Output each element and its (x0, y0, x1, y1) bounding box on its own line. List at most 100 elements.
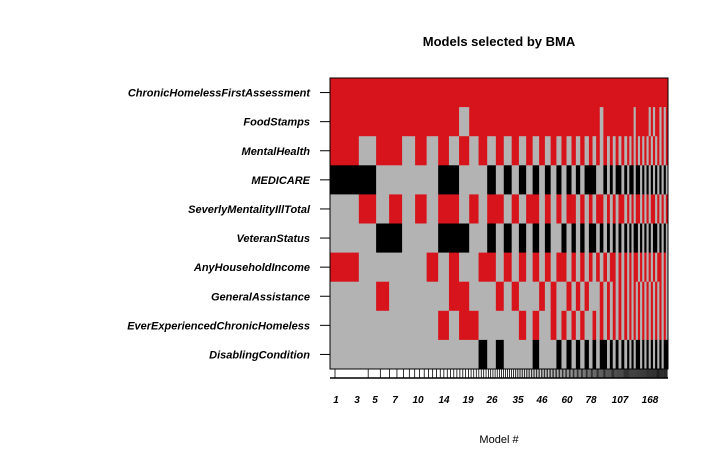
model-cell (556, 223, 562, 253)
model-cell (637, 310, 641, 341)
model-cell (655, 136, 658, 166)
model-cell (657, 194, 660, 224)
model-cell (615, 223, 619, 253)
model-cell (621, 223, 625, 253)
model-cell (518, 339, 527, 370)
model-cell (624, 165, 628, 195)
model-cell (588, 136, 593, 166)
model-cell (627, 339, 630, 370)
x-axis-label: Model # (479, 434, 519, 446)
model-cell (556, 165, 562, 195)
variable-label: MentalHealth (242, 146, 311, 158)
model-cell (459, 78, 470, 108)
model-cell (580, 310, 585, 341)
model-cell (665, 281, 669, 312)
model-cell (539, 165, 546, 195)
model-cell (478, 136, 488, 166)
model-cell (571, 136, 577, 166)
model-cell (358, 165, 377, 195)
model-cell (635, 281, 639, 312)
model-cell (650, 78, 654, 108)
model-cell (635, 310, 639, 341)
model-cell (648, 194, 652, 224)
model-cell (599, 136, 604, 166)
model-cell (652, 339, 656, 370)
model-cell (487, 78, 497, 108)
model-cell (426, 165, 439, 195)
model-cell (659, 252, 662, 283)
model-cell (575, 78, 581, 108)
model-cell (561, 107, 567, 137)
model-cell (657, 281, 660, 312)
model-cell (646, 223, 650, 253)
x-tick-label: 46 (535, 395, 548, 406)
model-cell (566, 78, 572, 108)
model-cell (603, 310, 608, 341)
model-cell (376, 252, 390, 283)
model-cell (511, 107, 520, 137)
model-cell (644, 165, 647, 195)
model-cell (389, 107, 403, 137)
model-cell (650, 281, 654, 312)
model-cell (550, 339, 557, 370)
model-cell (556, 136, 562, 166)
model-cell (532, 310, 540, 341)
model-cell (571, 165, 577, 195)
model-cell (665, 194, 669, 224)
model-cell (588, 281, 593, 312)
model-cell (615, 78, 619, 108)
model-cell (376, 281, 390, 312)
model-cell (621, 339, 625, 370)
model-cell (550, 223, 557, 253)
model-cell (539, 78, 546, 108)
model-cell (633, 78, 637, 108)
x-tick-label: 78 (585, 395, 597, 406)
model-cell (640, 252, 643, 283)
model-cell (389, 252, 403, 283)
model-cell (661, 223, 665, 253)
model-cell (618, 223, 622, 253)
model-cell (596, 107, 601, 137)
model-cell (402, 223, 416, 253)
model-cell (539, 107, 546, 137)
model-cell (609, 223, 614, 253)
model-cell (642, 339, 645, 370)
model-cell (603, 107, 608, 137)
model-cell (389, 136, 403, 166)
model-cell (532, 252, 540, 283)
model-cell (659, 339, 662, 370)
model-cell (532, 281, 540, 312)
model-cell (631, 194, 635, 224)
model-cell (459, 107, 470, 137)
model-cell (459, 281, 470, 312)
model-cell (561, 194, 567, 224)
model-cell (640, 339, 643, 370)
model-cell (644, 281, 647, 312)
model-cell (663, 165, 667, 195)
model-cell (448, 310, 460, 341)
model-cell (596, 78, 601, 108)
model-cell (389, 194, 403, 224)
model-cell (661, 194, 665, 224)
model-cell (539, 281, 546, 312)
chart-title: Models selected by BMA (423, 34, 576, 49)
model-cell (663, 107, 667, 137)
model-cell (426, 78, 439, 108)
model-cell (448, 339, 460, 370)
model-cell (621, 252, 625, 283)
model-cell (657, 165, 660, 195)
model-cell (561, 310, 567, 341)
model-cell (389, 310, 403, 341)
model-cell (652, 165, 656, 195)
model-cell (526, 165, 534, 195)
model-cell (648, 252, 652, 283)
model-cell (652, 136, 656, 166)
model-cell (606, 194, 611, 224)
model-cell (655, 78, 658, 108)
model-cell (644, 194, 647, 224)
model-cell (487, 107, 497, 137)
model-cell (609, 281, 614, 312)
model-cell (544, 339, 552, 370)
model-cell (644, 136, 647, 166)
model-cell (665, 339, 669, 370)
